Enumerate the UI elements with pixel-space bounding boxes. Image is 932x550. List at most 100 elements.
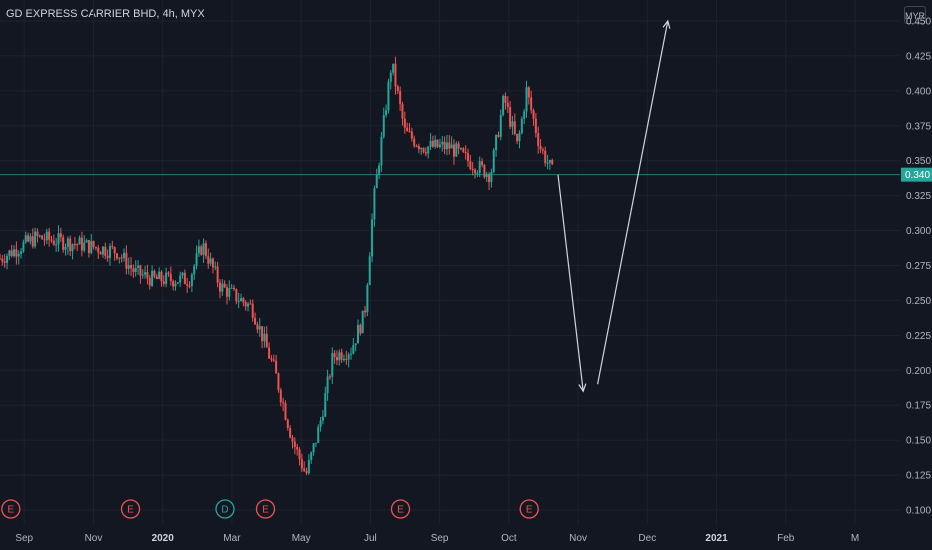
candle-body <box>101 246 104 255</box>
candle-body <box>310 452 313 460</box>
candle-body <box>335 357 338 361</box>
candle-body <box>202 243 205 255</box>
candle-body <box>368 256 371 286</box>
candle-body <box>265 333 268 348</box>
x-axis: Sep Nov 2020 Mar May Jul Sep Oct Nov Dec 2021 Feb M <box>15 533 859 544</box>
candle-body <box>127 265 130 269</box>
candle-body <box>123 252 126 258</box>
x-tick-label: Mar <box>223 533 241 544</box>
candle-body <box>73 244 76 246</box>
candle-body <box>83 242 86 251</box>
candle-body <box>155 276 158 280</box>
candle-body <box>272 359 275 361</box>
candle-body <box>340 352 343 360</box>
event-marker-label[interactable]: D <box>221 505 228 516</box>
candle-body <box>427 146 430 154</box>
currency-badge[interactable]: MYR <box>904 6 926 24</box>
event-marker-label[interactable]: E <box>7 505 14 516</box>
grid-lines <box>0 0 900 524</box>
candle-body <box>424 152 427 154</box>
candle-body <box>228 288 231 297</box>
y-tick-label: 0.250 <box>906 296 931 307</box>
candle-body <box>38 235 41 237</box>
candle-body <box>186 284 189 286</box>
candle-body <box>392 63 395 73</box>
candle-body <box>403 118 406 128</box>
candle-body <box>373 188 376 220</box>
candle-body <box>483 164 486 178</box>
candle-body <box>62 237 65 250</box>
candle-body <box>71 244 74 252</box>
candle-body <box>462 148 465 153</box>
candle-body <box>211 258 214 268</box>
candle-body <box>485 174 488 178</box>
candle-body <box>52 240 55 245</box>
event-marker-label[interactable]: E <box>127 505 134 516</box>
candle-body <box>57 233 60 245</box>
candle-body <box>509 107 512 127</box>
event-marker-label[interactable]: E <box>397 505 404 516</box>
candle-body <box>286 419 289 428</box>
candle-body <box>467 153 469 162</box>
candle-body <box>506 102 509 108</box>
candle-body <box>261 326 264 342</box>
y-tick-label: 0.275 <box>906 261 931 272</box>
candle-body <box>167 272 170 274</box>
candle-body <box>492 149 495 172</box>
candle-body <box>406 127 409 132</box>
candle-body <box>36 231 39 237</box>
candle-body <box>282 402 285 404</box>
candle-body <box>434 139 437 147</box>
candle-body <box>235 288 238 302</box>
last-price-line: 0.340 <box>0 167 932 182</box>
candle-body <box>525 87 528 112</box>
candle-body <box>50 239 53 241</box>
candle-body <box>179 275 182 283</box>
candle-body <box>181 272 184 276</box>
candle-body <box>113 246 116 254</box>
candle-body <box>511 121 514 127</box>
candle-body <box>108 246 111 258</box>
event-marker-label[interactable]: E <box>526 505 533 516</box>
candle-body <box>87 240 90 254</box>
y-tick-label: 0.175 <box>906 401 931 412</box>
candle-body <box>230 287 233 289</box>
candle-body <box>1 258 4 262</box>
last-price-badge <box>901 167 932 182</box>
candle-body <box>361 310 364 334</box>
x-tick-label: 2021 <box>705 533 728 544</box>
candle-body <box>537 133 540 146</box>
candle-body <box>240 298 243 302</box>
candle-body <box>401 104 404 119</box>
candle-body <box>345 358 348 360</box>
x-tick-label: M <box>851 533 859 544</box>
candle-body <box>55 244 58 246</box>
candles <box>0 56 554 476</box>
candle-body <box>209 258 212 264</box>
x-tick-label: Sep <box>15 533 33 544</box>
candle-body <box>338 352 341 361</box>
candle-body <box>504 95 507 103</box>
candle-body <box>387 81 390 111</box>
candle-body <box>490 171 493 183</box>
candle-body <box>396 86 399 92</box>
candle-body <box>518 133 521 142</box>
projection-arrowhead <box>662 19 671 29</box>
candle-body <box>544 150 547 164</box>
event-marker-label[interactable]: E <box>262 505 269 516</box>
candle-body <box>378 165 381 175</box>
candle-body <box>443 141 446 150</box>
candle-body <box>146 272 149 279</box>
candle-body <box>247 303 250 307</box>
y-tick-label: 0.450 <box>906 16 931 27</box>
x-tick-label: Feb <box>777 533 795 544</box>
candle-body <box>59 233 62 238</box>
candle-body <box>48 231 51 240</box>
candle-body <box>0 258 1 260</box>
candle-body <box>382 115 385 137</box>
x-tick-label: Nov <box>569 533 587 544</box>
candle-body <box>422 148 425 153</box>
candle-body <box>270 358 273 360</box>
